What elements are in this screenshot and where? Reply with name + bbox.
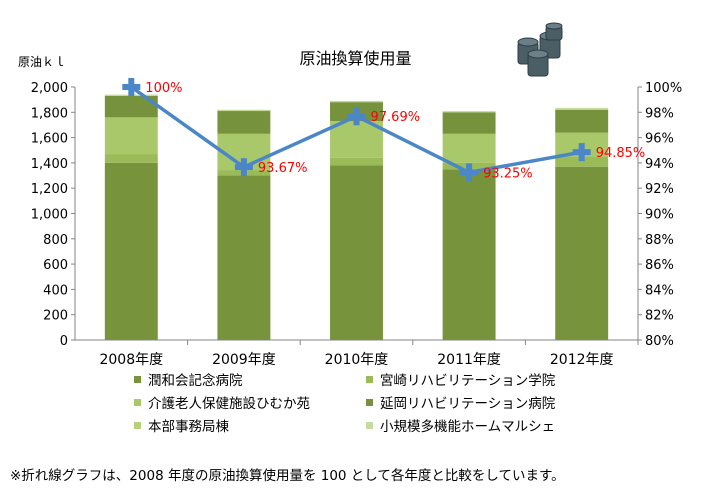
bar-segment [442,111,496,113]
ratio-point [347,107,366,126]
y-tick-label: 600 [43,258,68,273]
x-tick-label: 2008年度 [99,352,163,368]
legend-label: 宮崎リハビリテーション学院 [380,373,556,389]
ratio-data-label: 97.69% [371,110,421,125]
ratio-point [234,158,253,177]
y-tick-label: 200 [43,309,68,324]
y2-tick-label: 84% [645,283,674,298]
y-tick-label: 1,600 [31,132,68,147]
ratio-data-label: 94.85% [596,146,646,161]
y2-tick-label: 86% [645,258,674,273]
x-tick-label: 2009年度 [212,352,276,368]
legend-label: 潤和会記念病院 [148,373,243,389]
bar-segment [555,156,609,167]
legend-swatch [366,398,373,406]
ratio-point [572,143,591,162]
bar-segment [104,95,158,118]
y2-tick-label: 100% [645,81,682,96]
y2-tick-label: 88% [645,233,674,248]
legend-swatch [134,421,141,429]
bar-segment [217,110,271,112]
bar-segment [442,111,496,112]
bar-segment [217,111,271,134]
x-tick-label: 2012年度 [550,352,614,368]
bar-segment [555,166,609,340]
x-tick-label: 2011年度 [437,352,501,368]
y2-tick-label: 94% [645,157,674,172]
y2-tick-label: 92% [645,182,674,197]
legend-swatch [134,398,141,406]
bar-segment [330,121,383,158]
y2-tick-label: 80% [645,334,674,349]
bar-segment [442,112,496,134]
y-axis-unit-label: 原油ｋｌ [18,55,67,69]
oil-drum-icon [517,22,563,77]
ratio-point [460,163,479,182]
bar-segment [555,109,609,133]
x-tick-label: 2010年度 [325,352,389,368]
y-tick-label: 1,000 [31,208,68,223]
legend-label: 介護老人保健施設ひむか苑 [148,396,310,412]
y2-tick-label: 96% [645,132,674,147]
y-tick-label: 0 [60,334,68,349]
legend-item: 宮崎リハビリテーション学院 [366,369,555,389]
y-tick-label: 1,200 [31,182,68,197]
y-tick-label: 1,800 [31,106,68,121]
legend-item: 本部事務局棟 [134,415,229,435]
bar-segment [555,107,609,110]
ratio-data-label: 93.25% [483,166,533,181]
bar-segment [104,117,158,155]
legend-item: 潤和会記念病院 [134,369,243,389]
bar-segment [442,133,496,163]
y2-tick-label: 90% [645,208,674,223]
legend-label: 延岡リハビリテーション病院 [380,396,556,412]
chart-title: 原油換算使用量 [299,49,412,68]
legend-swatch [366,375,373,383]
ratio-point [122,78,141,96]
y2-tick-label: 82% [645,309,674,324]
y-tick-label: 1,400 [31,157,68,172]
ratio-data-label: 100% [145,81,182,96]
ratio-data-label: 93.67% [258,161,308,176]
bar-segment [330,157,383,166]
bar-segment [555,109,609,110]
legend-item: 小規模多機能ホームマルシェ [366,415,555,435]
legend-item: 介護老人保健施設ひむか苑 [134,392,310,412]
bar-segment [217,109,271,111]
y-tick-label: 400 [43,283,68,298]
legend-label: 小規模多機能ホームマルシェ [380,419,556,435]
footnote: ※折れ線グラフは、2008 年度の原油換算使用量を 100 として各年度と比較を… [10,468,565,484]
y-tick-label: 800 [43,233,68,248]
bar-segment [217,175,271,340]
y2-tick-label: 98% [645,106,674,121]
bar-segment [104,162,158,340]
y-tick-label: 2,000 [31,81,68,96]
legend-swatch [134,375,141,383]
legend-item: 延岡リハビリテーション病院 [366,392,555,412]
legend-label: 本部事務局棟 [148,419,229,435]
bar-segment [330,101,383,103]
bar-segment [330,100,383,102]
bar-segment [442,169,496,340]
legend-swatch [366,421,373,429]
bar-segment [104,154,158,163]
bar-segment [330,165,383,340]
